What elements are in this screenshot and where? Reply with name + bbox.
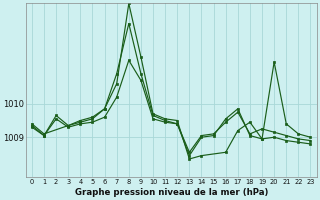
X-axis label: Graphe pression niveau de la mer (hPa): Graphe pression niveau de la mer (hPa) [75, 188, 268, 197]
